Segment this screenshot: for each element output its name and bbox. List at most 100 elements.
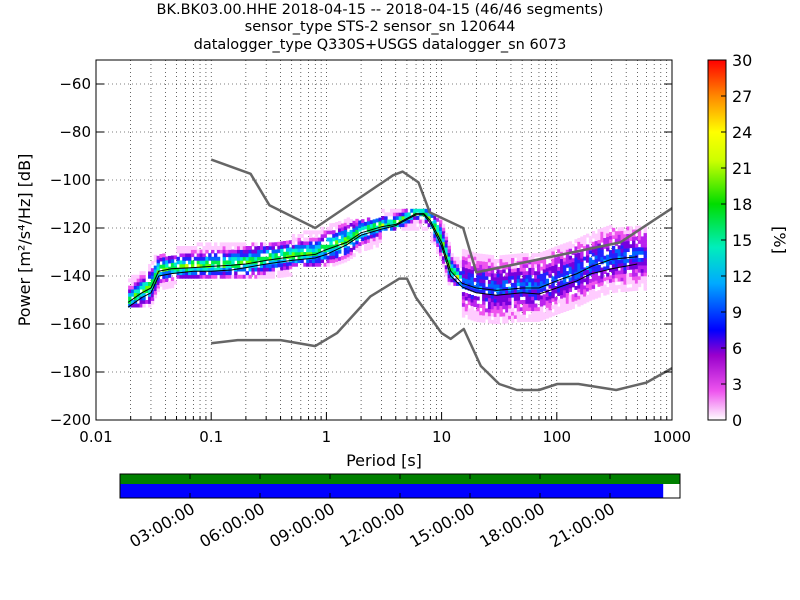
- density-cell: [583, 238, 587, 243]
- density-cell: [597, 232, 601, 237]
- density-cell: [505, 312, 509, 317]
- x-tick-label: 1000: [653, 428, 691, 446]
- density-cell: [487, 279, 492, 284]
- density-cell: [557, 288, 561, 293]
- density-cell: [493, 277, 498, 281]
- density-cell: [148, 289, 152, 294]
- density-cell: [522, 282, 526, 286]
- density-cell: [536, 260, 541, 265]
- density-cell: [502, 280, 506, 285]
- density-cell: [225, 246, 229, 250]
- density-cell: [205, 260, 209, 265]
- density-cell: [176, 274, 180, 279]
- density-cell: [580, 290, 584, 295]
- density-cell: [505, 301, 509, 306]
- density-cell: [479, 304, 483, 309]
- density-cell: [128, 285, 132, 290]
- density-cell: [326, 262, 330, 267]
- density-cell: [597, 250, 601, 255]
- density-cell: [222, 274, 226, 279]
- density-cell: [505, 272, 509, 277]
- density-cell: [606, 279, 610, 284]
- timeline-tick-label: 12:00:00: [336, 499, 408, 551]
- density-cell: [459, 264, 463, 268]
- density-cell: [150, 289, 155, 294]
- density-cell: [565, 242, 570, 247]
- density-cell: [436, 246, 440, 251]
- density-cell: [597, 254, 601, 259]
- density-cell: [231, 264, 235, 268]
- density-cell: [496, 284, 500, 289]
- density-cell: [447, 249, 451, 253]
- density-cell: [484, 265, 489, 270]
- density-cell: [133, 285, 138, 290]
- density-cell: [548, 291, 552, 296]
- density-cell: [588, 260, 593, 265]
- density-cell: [554, 289, 558, 294]
- density-cell: [150, 297, 155, 301]
- colorbar-tick-label: 30: [732, 51, 752, 70]
- density-cell: [190, 246, 195, 250]
- density-cell: [499, 262, 503, 267]
- density-cell: [208, 256, 212, 261]
- density-cell: [196, 260, 201, 265]
- density-cell: [320, 255, 325, 260]
- density-cell: [421, 219, 426, 224]
- density-cell: [479, 253, 483, 258]
- density-cell: [614, 267, 619, 272]
- density-cell: [378, 235, 382, 240]
- density-cell: [404, 216, 408, 220]
- density-cell: [378, 228, 382, 233]
- density-cell: [620, 227, 624, 231]
- density-cell: [461, 284, 466, 289]
- density-cell: [311, 230, 316, 235]
- density-cell: [571, 305, 575, 309]
- density-cell: [611, 289, 616, 293]
- density-cell: [476, 296, 480, 301]
- density-cell: [366, 235, 371, 240]
- density-cell: [568, 255, 573, 260]
- density-cell: [450, 253, 454, 258]
- density-cell: [444, 247, 449, 252]
- density-cell: [185, 274, 189, 279]
- density-cell: [239, 260, 244, 265]
- density-cell: [528, 271, 532, 276]
- density-cell: [447, 256, 451, 261]
- density-cell: [513, 315, 518, 319]
- density-cell: [208, 267, 212, 272]
- density-cell: [542, 265, 547, 270]
- density-cell: [170, 269, 175, 274]
- density-cell: [182, 253, 186, 258]
- density-cell: [193, 271, 198, 276]
- density-cell: [597, 246, 601, 251]
- density-cell: [271, 260, 275, 265]
- density-cell: [600, 227, 604, 232]
- density-cell: [499, 309, 503, 314]
- density-cell: [606, 236, 610, 241]
- density-cell: [461, 292, 466, 296]
- density-cell: [626, 273, 630, 278]
- density-cell: [487, 290, 492, 295]
- density-cell: [551, 261, 555, 266]
- density-cell: [623, 266, 627, 271]
- density-cell: [600, 256, 604, 261]
- density-cell: [355, 229, 359, 234]
- density-cell: [162, 282, 166, 287]
- density-cell: [265, 246, 270, 250]
- density-cell: [248, 256, 252, 261]
- density-cell: [199, 271, 203, 276]
- density-cell: [565, 260, 570, 265]
- density-cell: [216, 260, 221, 265]
- density-cell: [199, 242, 203, 247]
- density-cell: [539, 313, 544, 318]
- density-cell: [453, 271, 457, 276]
- density-cell: [476, 264, 480, 269]
- density-cell: [560, 273, 564, 278]
- x-tick-label: 100: [542, 428, 571, 446]
- density-cell: [522, 256, 526, 261]
- density-cell: [375, 236, 379, 241]
- density-cell: [211, 274, 215, 279]
- density-cell: [623, 241, 627, 246]
- density-cell: [568, 262, 573, 267]
- density-cell: [239, 249, 244, 254]
